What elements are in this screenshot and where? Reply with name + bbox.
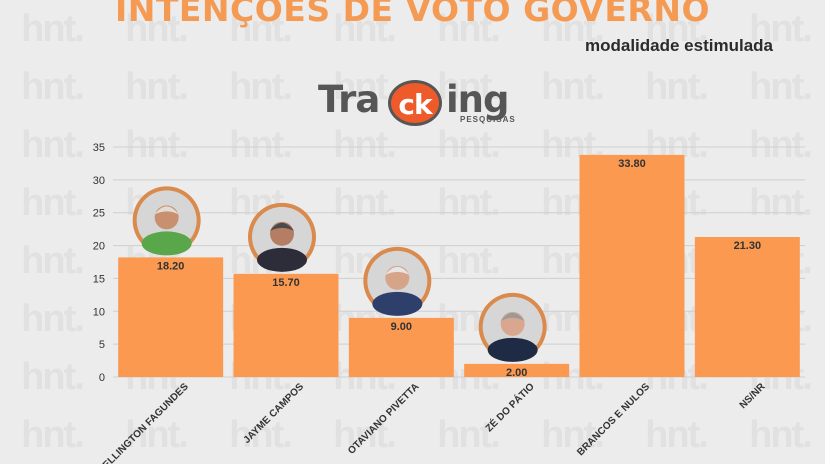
watermark-tile: hnt.	[21, 182, 85, 224]
avatar-hair	[154, 206, 179, 215]
avatar-hair	[500, 312, 525, 321]
logo-ck-badge: ck	[388, 80, 442, 126]
watermark-tile: hnt.	[645, 66, 709, 108]
watermark-tile: hnt.	[749, 8, 813, 50]
watermark-tile: hnt.	[541, 414, 605, 456]
watermark-tile: hnt.	[125, 124, 189, 166]
watermark-tile: hnt.	[21, 240, 85, 282]
bar	[118, 257, 224, 377]
logo-subtext: PESQUISAS	[460, 115, 516, 124]
y-tick-label: 15	[93, 273, 105, 285]
bar	[233, 273, 339, 377]
watermark-tile: hnt.	[21, 66, 85, 108]
x-tick-label: NS/NR	[738, 381, 768, 411]
page-subtitle: modalidade estimulada	[585, 36, 773, 55]
watermark-tile: hnt.	[333, 66, 397, 108]
watermark-tile: hnt.	[125, 414, 189, 456]
watermark-tile: hnt.	[125, 8, 189, 50]
watermark-tile: hnt.	[333, 182, 397, 224]
avatar-shoulders	[487, 337, 538, 362]
bar	[694, 237, 800, 377]
x-tick-label: ZÉ DO PÁTIO	[482, 380, 537, 435]
bar	[464, 363, 570, 377]
avatar-shoulders	[372, 291, 423, 316]
y-tick-label: 0	[99, 372, 105, 384]
watermark-tile: hnt.	[437, 240, 501, 282]
watermark-tile: hnt.	[749, 124, 813, 166]
x-tick-label: BRANCOS E NULOS	[575, 381, 652, 458]
watermark-tile: hnt.	[645, 414, 709, 456]
y-tick-label: 5	[99, 339, 105, 351]
watermark-tile: hnt.	[125, 66, 189, 108]
watermark-tile: hnt.	[541, 66, 605, 108]
watermark-tile: hnt.	[229, 66, 293, 108]
logo-text-start: Tra	[318, 78, 380, 121]
watermark-tile: hnt.	[749, 66, 813, 108]
y-tick-label: 10	[93, 306, 105, 318]
watermark-tile: hnt.	[749, 182, 813, 224]
watermark-tile: hnt.	[333, 124, 397, 166]
avatar-hair	[385, 266, 410, 275]
x-tick-label: OTAVIANO PIVETTA	[346, 381, 421, 456]
watermark-tile: hnt.	[21, 356, 85, 398]
watermark-tile: hnt.	[229, 124, 293, 166]
watermark-tile: hnt.	[541, 8, 605, 50]
page-title: INTENÇÕES DE VOTO GOVERNO	[114, 0, 711, 29]
bar	[579, 154, 685, 377]
avatar-hair	[270, 222, 294, 231]
logo-text-end: ing	[446, 78, 510, 121]
bar-value-label: 9.00	[391, 321, 412, 333]
watermark-tile: hnt.	[21, 298, 85, 340]
bar-value-label: 15.70	[272, 277, 300, 289]
y-tick-label: 20	[93, 241, 105, 253]
avatar-shoulders	[257, 247, 307, 272]
x-tick-label: JAYME CAMPOS	[242, 381, 307, 446]
watermark-tile: hnt.	[437, 8, 501, 50]
bar-value-label: 2.00	[506, 367, 527, 379]
watermark-tile: hnt.	[21, 414, 85, 456]
y-tick-label: 25	[93, 208, 105, 220]
watermark-tile: hnt.	[437, 182, 501, 224]
bar	[348, 317, 454, 377]
watermark-tile: hnt.	[437, 414, 501, 456]
y-tick-label: 30	[93, 175, 105, 187]
y-tick-label: 35	[93, 142, 105, 154]
watermark-tile: hnt.	[749, 414, 813, 456]
bar-value-label: 33.80	[618, 158, 646, 170]
watermark-tile: hnt.	[21, 124, 85, 166]
watermark-tile: hnt.	[437, 66, 501, 108]
watermark-tile: hnt.	[333, 8, 397, 50]
watermark-tile: hnt.	[21, 8, 85, 50]
watermark-tile: hnt.	[333, 414, 397, 456]
avatar-shoulders	[141, 231, 192, 256]
watermark-tile: hnt.	[229, 8, 293, 50]
x-tick-label: WELLINGTON FAGUNDES	[94, 381, 191, 464]
watermark-tile: hnt.	[645, 8, 709, 50]
bar-value-label: 21.30	[734, 240, 762, 252]
watermark-tile: hnt.	[229, 414, 293, 456]
bar-value-label: 18.20	[157, 260, 185, 272]
watermark-tile: hnt.	[437, 124, 501, 166]
tracking-logo: Tra ck ing PESQUISAS	[318, 78, 528, 128]
